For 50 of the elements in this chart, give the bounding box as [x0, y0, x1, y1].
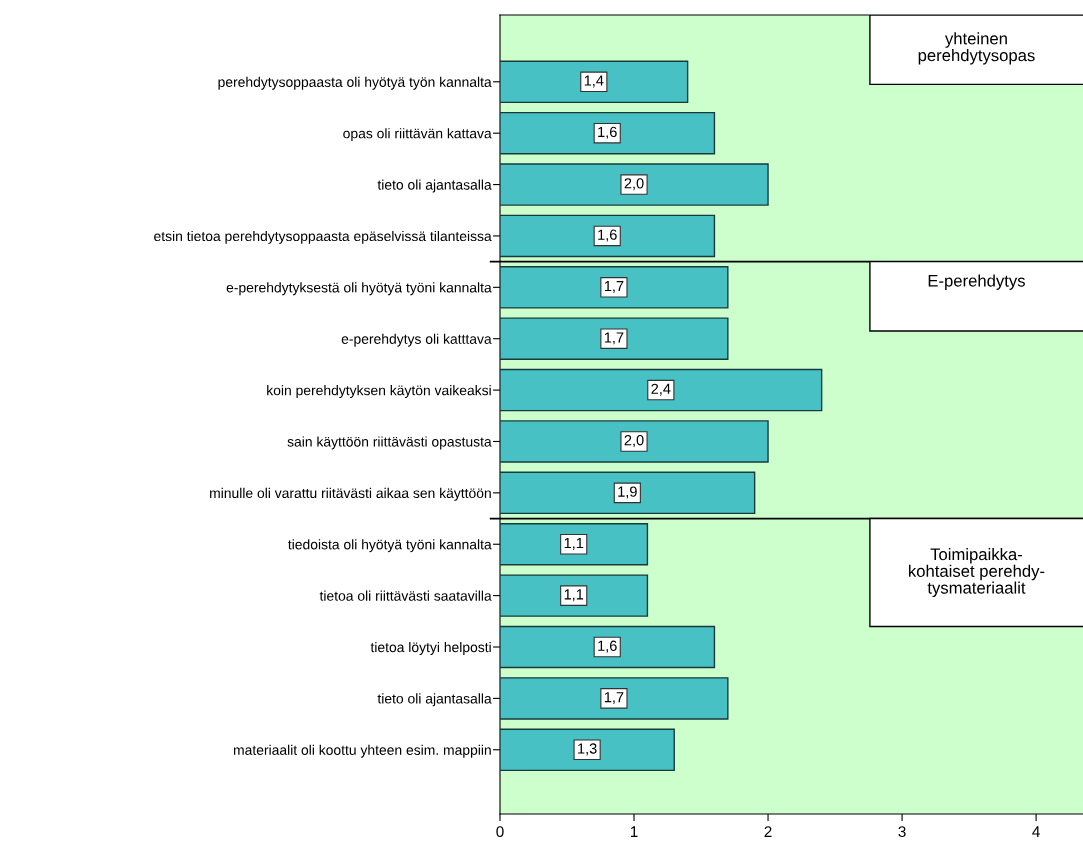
x-tick-label: 3 [898, 826, 906, 838]
y-tick-label: e-perehdytyksestä oli hyötyä työni kannalta [226, 282, 492, 296]
y-tick-label: sain käyttöön riittävästi opastusta [287, 436, 492, 450]
y-tick-label: tieto oli ajantasalla [377, 693, 492, 707]
bar [500, 471, 756, 515]
annotation: Toimipaikka- kohtaiset perehdy- tysmateriaalit [909, 547, 1045, 598]
data-label: 1,6 [598, 126, 617, 139]
bar [500, 60, 689, 104]
y-tick-label: opas oli riittävän kattava [343, 128, 492, 142]
x-tick-label: 0 [496, 826, 504, 838]
data-label: 1,1 [564, 537, 584, 550]
data-label: 1,7 [604, 281, 624, 293]
x-tick-label: 4 [1032, 826, 1040, 837]
bar [500, 214, 716, 258]
y-tick-label: tietoa löytyi helposti [370, 641, 491, 655]
x-tick-label: 1 [630, 826, 638, 837]
bar [500, 317, 729, 360]
x-tick-label: 2 [764, 826, 772, 837]
bar [500, 420, 769, 463]
data-label: 1,6 [598, 640, 617, 653]
bar [500, 677, 729, 720]
y-tick-label: tiedoista oli hyötyä työni kannalta [288, 539, 492, 553]
data-label: 2,0 [624, 178, 644, 191]
data-label: 1,7 [604, 692, 624, 705]
annotation: yhteinen perehdytysopas [918, 32, 1035, 65]
y-tick-label: minulle oli varattu riitävästi aikaa sen käyttöön [210, 487, 491, 501]
data-label: 1,6 [598, 229, 617, 242]
bar [500, 625, 716, 669]
annotation: E-perehdytys [928, 274, 1025, 290]
y-tick-label: perehdytysoppaasta oli hyötyä työn kannalta [218, 76, 492, 90]
y-tick-label: etsin tietoa perehdytysoppaasta epäselvissä tilanteissa [154, 230, 492, 244]
data-label: 1,1 [564, 589, 584, 602]
bar [500, 266, 729, 309]
data-label: 1,7 [604, 332, 624, 345]
y-tick-label: materiaalit oli koottu yhteen esim. mappiin [233, 744, 491, 758]
bar [500, 522, 649, 566]
y-tick-label: e-perehdytys oli katttava [341, 333, 492, 347]
data-label: 2,0 [624, 435, 644, 448]
bar [500, 728, 675, 772]
y-tick-label: koin perehdytyksen käytön vaikeaksi [267, 385, 491, 399]
bar [500, 574, 649, 617]
data-label: 1,4 [584, 75, 604, 88]
data-label: 1,9 [618, 486, 637, 499]
data-label: 2,4 [651, 383, 671, 396]
bar [500, 163, 769, 206]
bar [500, 368, 823, 412]
y-tick-label: tieto oli ajantasalla [377, 179, 492, 193]
data-label: 1,3 [578, 743, 597, 756]
bar [500, 111, 716, 155]
y-tick-label: tietoa oli riittävästi saatavilla [319, 590, 492, 601]
